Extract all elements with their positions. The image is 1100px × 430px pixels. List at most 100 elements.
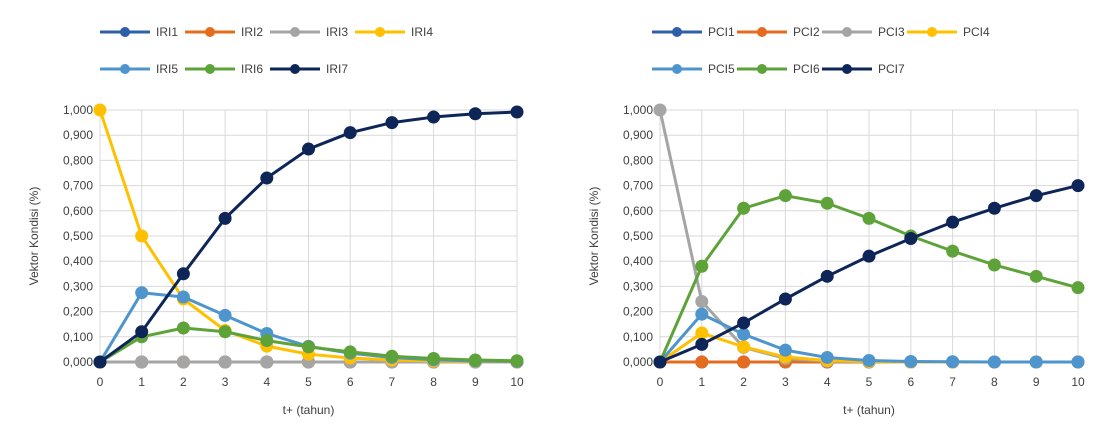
y-tick-label: 0,800 [63,153,93,167]
x-tick-label: 10 [1071,375,1085,389]
x-tick-label: 7 [389,375,396,389]
x-tick-label: 9 [1033,375,1040,389]
y-tick-label: 0,600 [623,204,653,218]
data-point [904,354,918,368]
legend: IRI1 IRI2 IRI3 IRI4 IRI5 IRI6 IRI7 [100,25,433,76]
legend-label: IRI2 [241,25,263,39]
legend-label: IRI5 [156,62,178,76]
chart-iri: 0,000 0,100 0,200 0,300 0,400 0,500 0,600 0,700… [27,25,524,417]
x-tick-label: 7 [949,375,956,389]
legend-item: IRI3 [270,25,348,39]
legend-label: PCI7 [878,62,905,76]
data-point [904,232,918,246]
x-tick-label: 6 [347,375,354,389]
legend-swatch-marker [120,64,130,74]
data-point [427,110,441,124]
x-tick-label: 5 [305,375,312,389]
data-point [302,340,315,354]
data-point [135,325,149,339]
data-point [218,308,232,322]
data-point [176,355,190,369]
data-point [820,196,834,210]
y-tick-label: 0,300 [63,279,93,293]
data-point [343,126,357,140]
legend-item: IRI2 [185,25,263,39]
data-point [695,337,709,351]
y-tick-labels: 0,000 0,100 0,200 0,300 0,400 0,500 0,600 0,700… [63,103,93,369]
series-group [93,103,524,369]
data-point [93,103,107,117]
data-point [1029,355,1043,369]
y-tick-label: 0,400 [63,254,93,268]
series-iri6 [93,321,524,369]
data-point [862,249,876,263]
data-point [510,105,524,119]
data-point [135,229,149,243]
x-tick-labels: 0 1 2 3 4 5 6 7 8 9 10 [657,375,1085,389]
y-tick-label: 0,600 [63,204,93,218]
x-tick-label: 0 [97,375,104,389]
x-tick-label: 2 [740,375,747,389]
x-tick-label: 5 [866,375,873,389]
data-point [343,345,357,359]
y-axis-title: Vektor Kondisi (%) [587,187,601,286]
y-tick-label: 0,200 [63,305,93,319]
legend-label: PCI4 [963,25,990,39]
data-point [385,349,399,363]
y-tick-label: 0,100 [63,330,93,344]
data-point [653,355,667,369]
legend-swatch-marker [842,27,852,37]
legend-swatch-marker [290,64,300,74]
x-tick-label: 4 [263,375,270,389]
x-tick-label: 4 [824,375,831,389]
legend-swatch-marker [672,27,682,37]
legend-label: IRI1 [156,25,178,39]
y-tick-label: 0,300 [623,279,653,293]
y-tick-label: 1,000 [623,103,653,117]
legend: PCI1 PCI2 PCI3 PCI4 PCI5 PCI6 PCI7 [652,25,990,76]
x-tick-label: 6 [907,375,914,389]
data-point [820,350,834,364]
legend-item: PCI4 [907,25,990,39]
legend-label: PCI3 [878,25,905,39]
y-tick-label: 0,200 [623,305,653,319]
data-point [946,215,960,229]
x-tick-label: 8 [430,375,437,389]
x-axis-title: t+ (tahun) [283,403,335,417]
x-tick-label: 8 [991,375,998,389]
data-point [218,325,232,339]
data-point [695,259,709,273]
data-point [862,211,876,225]
data-point [260,355,274,369]
data-point [946,355,960,369]
legend-item: PCI2 [737,25,820,39]
y-tick-label: 1,000 [63,103,93,117]
legend-label: IRI4 [411,25,433,39]
data-point [778,189,792,203]
data-point [695,307,709,321]
data-point [862,353,876,367]
x-tick-label: 3 [222,375,229,389]
legend-swatch-marker [120,27,130,37]
y-tick-label: 0,900 [623,128,653,142]
data-point [737,340,751,354]
data-point [695,295,709,309]
chart-pci: 0,000 0,100 0,200 0,300 0,400 0,500 0,600 0,700… [587,25,1085,417]
series-pci5 [653,307,1085,369]
series-pci6 [653,189,1085,369]
data-point [1071,179,1085,193]
legend-label: PCI5 [708,62,735,76]
data-point [737,355,751,369]
legend-swatch-marker [842,64,852,74]
legend-label: IRI6 [241,62,263,76]
data-point [778,343,792,357]
data-point [176,321,190,335]
y-tick-label: 0,700 [63,179,93,193]
legend-swatch-marker [290,27,300,37]
data-point [135,286,149,300]
legend-swatch-marker [927,27,937,37]
data-point [176,267,190,281]
y-tick-label: 0,500 [63,229,93,243]
x-tick-label: 3 [782,375,789,389]
